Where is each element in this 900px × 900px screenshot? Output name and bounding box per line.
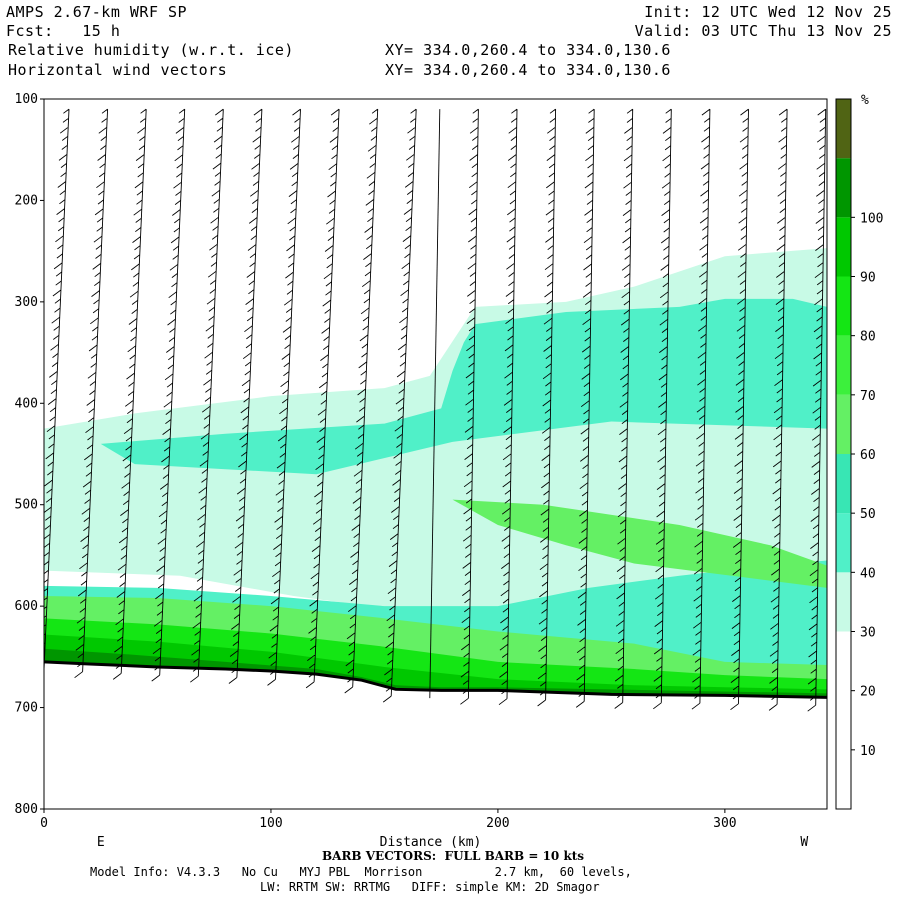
x-tick-label-200: 200 — [486, 816, 509, 831]
wind-barb-column-7 — [305, 108, 340, 689]
cross-section-coords-1: XY= 334.0,260.4 to 334.0,130.6 — [385, 41, 671, 59]
colorbar-label-80: 80 — [860, 330, 876, 345]
x-left-direction: E — [97, 835, 105, 850]
wind-barb-column-9 — [382, 108, 417, 703]
y-tick-label-400: 400 — [15, 396, 38, 411]
field-label-wind: Horizontal wind vectors — [8, 61, 228, 79]
wind-barb-column-6 — [267, 108, 301, 686]
wind-barb-column-0 — [44, 108, 70, 671]
wind-barb-group — [44, 108, 827, 712]
x-axis-label: Distance (km) — [380, 835, 482, 850]
field-label-rh: Relative humidity (w.r.t. ice) — [8, 41, 294, 59]
colorbar-bin-1 — [836, 690, 851, 750]
wind-barb-column-8 — [344, 108, 379, 694]
colorbar-label-20: 20 — [860, 685, 876, 700]
y-tick-label-500: 500 — [15, 498, 38, 513]
colorbar-bin-7 — [836, 335, 851, 395]
colorbar-bin-4 — [836, 513, 851, 573]
x-tick-label-300: 300 — [713, 816, 736, 831]
y-tick-label-200: 200 — [15, 193, 38, 208]
init-time: Init: 12 UTC Wed 12 Nov 25 — [644, 3, 892, 21]
x-right-direction: W — [800, 835, 808, 850]
wind-barb-column-10 — [429, 109, 441, 699]
physics-info: LW: RRTM SW: RRTMG DIFF: simple KM: 2D S… — [260, 880, 600, 894]
colorbar-label-30: 30 — [860, 626, 876, 641]
x-tick-label-0: 0 — [40, 816, 48, 831]
terrain-surface-line — [43, 660, 828, 699]
y-tick-label-100: 100 — [15, 92, 38, 107]
wind-barb-column-16 — [653, 108, 672, 710]
colorbar-label-60: 60 — [860, 448, 876, 463]
colorbar-label-50: 50 — [860, 507, 876, 522]
colorbar-bin-9 — [836, 217, 851, 277]
forecast-hour: Fcst: 15 h — [6, 22, 121, 40]
valid-time: Valid: 03 UTC Thu 13 Nov 25 — [634, 22, 892, 40]
y-tick-label-300: 300 — [15, 295, 38, 310]
wind-barb-column-11 — [460, 108, 479, 705]
colorbar-bin-3 — [836, 572, 851, 632]
y-tick-label-600: 600 — [15, 599, 38, 614]
x-tick-label-100: 100 — [259, 816, 282, 831]
colorbar-label-100: 100 — [860, 211, 883, 226]
colorbar-label-70: 70 — [860, 389, 876, 404]
wind-barb-column-19 — [768, 108, 788, 711]
wind-barb-column-2 — [112, 108, 147, 680]
colorbar-bin-0 — [836, 749, 851, 809]
plot-frame — [43, 98, 828, 810]
rh-region-60-4 — [452, 499, 827, 588]
wind-barb-column-15 — [614, 108, 634, 709]
wind-barb-column-3 — [151, 108, 186, 682]
colorbar-bin-2 — [836, 631, 851, 691]
wind-barb-column-20 — [807, 108, 827, 712]
chart-title: AMPS 2.67-km WRF SP — [6, 3, 188, 21]
barb-legend: BARB VECTORS: FULL BARB = 10 kts — [322, 849, 585, 863]
colorbar-label-90: 90 — [860, 271, 876, 286]
wind-barb-column-18 — [730, 108, 749, 711]
colorbar-bin-10 — [836, 158, 851, 218]
wind-barb-column-5 — [228, 108, 263, 684]
wind-barb-column-1 — [74, 108, 109, 679]
terrain-mask — [44, 661, 827, 809]
colorbar-label-40: 40 — [860, 566, 876, 581]
wind-barb-column-17 — [691, 108, 711, 710]
colorbar-bin-11 — [836, 99, 851, 159]
wind-barb-column-14 — [575, 108, 595, 708]
model-info: Model Info: V4.3.3 No Cu MYJ PBL Morriso… — [90, 865, 632, 879]
colorbar-bin-8 — [836, 276, 851, 336]
colorbar-label-10: 10 — [860, 744, 876, 759]
colorbar-unit: % — [861, 93, 869, 108]
y-tick-label-800: 800 — [15, 802, 38, 817]
colorbar-bin-5 — [836, 454, 851, 514]
y-tick-label-700: 700 — [15, 701, 38, 716]
wind-barb-column-13 — [537, 108, 557, 707]
colorbar-bin-6 — [836, 394, 851, 454]
cross-section-coords-2: XY= 334.0,260.4 to 334.0,130.6 — [385, 61, 671, 79]
rh-region-40-2 — [668, 312, 827, 373]
wind-barb-column-4 — [190, 108, 224, 683]
wind-barb-column-12 — [498, 108, 518, 706]
